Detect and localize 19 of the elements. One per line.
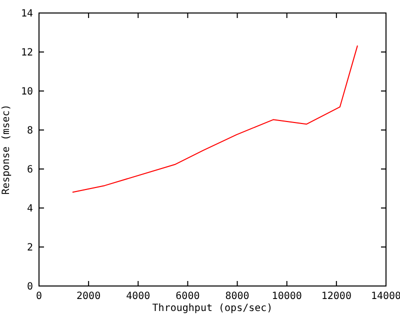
x-tick-label: 0: [36, 291, 42, 302]
y-tick-label: 12: [20, 48, 33, 58]
x-tick-label: 10000: [272, 291, 302, 302]
y-tick-label: 4: [26, 204, 33, 214]
x-tick-label: 14000: [370, 291, 400, 302]
line-series: [72, 45, 358, 193]
x-tick-label: 2000: [76, 291, 101, 302]
x-tick-label: 4000: [126, 291, 150, 302]
y-tick-label: 10: [20, 86, 33, 98]
x-axis-title: Throughput (ops/sec): [152, 303, 273, 314]
y-axis-title: Response (msec): [1, 104, 12, 195]
y-tick-label: 8: [26, 126, 33, 136]
y-tick-label: 14: [20, 8, 33, 20]
x-tick-label: 12000: [321, 291, 352, 302]
y-tick-label: 6: [26, 164, 33, 176]
x-tick-label: 8000: [225, 291, 250, 302]
y-tick-label: 2: [26, 242, 33, 254]
x-tick-label: 6000: [176, 291, 200, 302]
y-tick-label: 0: [26, 282, 33, 292]
